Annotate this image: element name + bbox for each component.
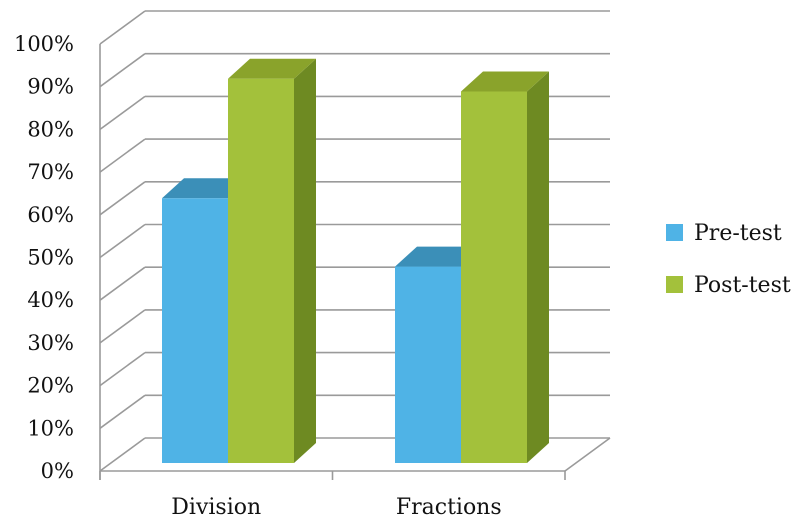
y-tick-label: 50% xyxy=(27,246,74,270)
bar-post-test-fractions xyxy=(461,71,549,463)
gridline-wall xyxy=(99,138,146,173)
gridline-wall xyxy=(99,351,146,387)
y-tick-label: 20% xyxy=(27,374,74,398)
legend-swatch xyxy=(666,224,683,241)
bar-side xyxy=(294,58,316,463)
y-tick-label: 10% xyxy=(27,416,74,440)
axes xyxy=(99,44,611,480)
gridline-wall xyxy=(99,437,146,472)
bars xyxy=(162,58,549,463)
bar-front xyxy=(395,266,461,463)
legend-swatch xyxy=(666,276,683,293)
bar-front xyxy=(228,78,294,463)
legend-item: Pre-test xyxy=(666,221,782,246)
bar-front xyxy=(162,198,228,463)
x-axis-category-labels: Division Fractions xyxy=(171,495,501,520)
y-tick-label: 40% xyxy=(27,288,74,312)
bar-top xyxy=(461,71,549,92)
y-tick-label: 90% xyxy=(27,75,74,99)
y-tick-label: 70% xyxy=(27,160,74,184)
y-tick-label: 30% xyxy=(27,331,74,355)
legend-label: Post-test xyxy=(694,273,791,298)
y-tick-label: 100% xyxy=(14,32,74,56)
gridline-wall xyxy=(99,309,146,344)
y-tick-label: 60% xyxy=(27,203,74,227)
bar-post-test-division xyxy=(228,58,316,463)
gridline-wall xyxy=(99,266,146,301)
gridline-wall xyxy=(99,181,146,216)
legend: Pre-test Post-test xyxy=(666,221,791,298)
gridline-wall xyxy=(99,53,146,88)
legend-label: Pre-test xyxy=(694,221,782,246)
legend-item: Post-test xyxy=(666,273,791,298)
bar-front xyxy=(461,91,527,463)
gridline-wall xyxy=(99,95,146,131)
floor-edge xyxy=(564,437,611,472)
x-category-label: Fractions xyxy=(396,495,502,520)
x-category-label: Division xyxy=(171,495,261,520)
bar-side xyxy=(527,71,549,463)
bar-top xyxy=(228,58,316,79)
gridline-wall xyxy=(99,394,146,429)
gridline-wall xyxy=(99,10,146,45)
gridline-wall xyxy=(99,223,146,259)
y-tick-label: 80% xyxy=(27,117,74,141)
y-axis-tick-labels: 0% 10% 20% 30% 40% 50% 60% 70% 80% 90% 100% xyxy=(14,32,74,483)
y-tick-label: 0% xyxy=(41,459,74,483)
